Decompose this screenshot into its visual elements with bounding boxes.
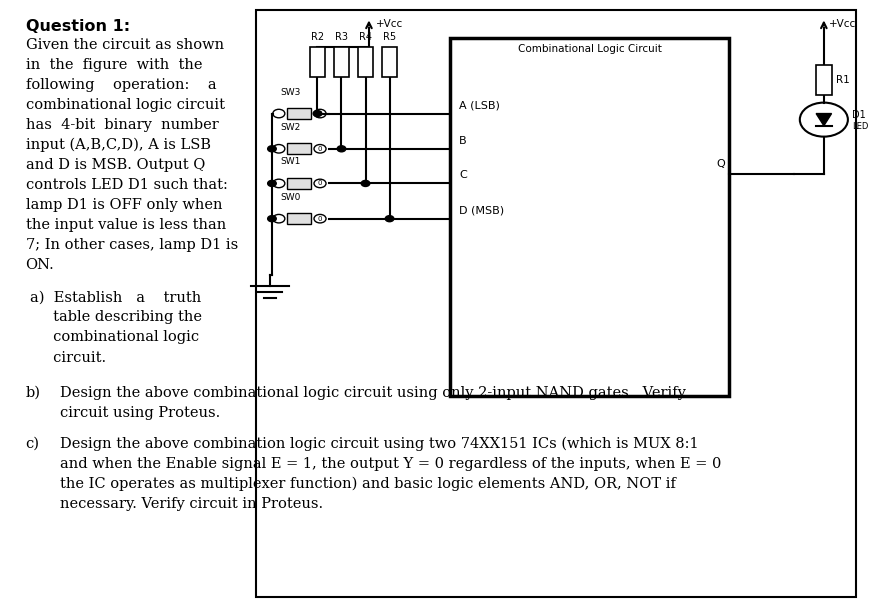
Text: Design the above combinational logic circuit using only 2-input NAND gates.  Ver: Design the above combinational logic cir…: [60, 386, 686, 400]
Text: necessary. Verify circuit in Proteus.: necessary. Verify circuit in Proteus.: [60, 497, 323, 511]
Text: c): c): [26, 437, 40, 451]
Text: combinational logic: combinational logic: [30, 330, 199, 344]
Text: R3: R3: [335, 32, 348, 42]
Text: a)  Establish   a    truth: a) Establish a truth: [30, 290, 201, 304]
Text: SW0: SW0: [281, 193, 301, 201]
Text: the input value is less than: the input value is less than: [26, 218, 226, 232]
Text: D1: D1: [852, 110, 866, 120]
Text: circuit using Proteus.: circuit using Proteus.: [60, 406, 221, 420]
Text: and D is MSB. Output Q: and D is MSB. Output Q: [26, 158, 205, 172]
Text: input (A,B,C,D), A is LSB: input (A,B,C,D), A is LSB: [26, 138, 211, 152]
Text: +Vcc: +Vcc: [829, 18, 856, 29]
Bar: [334, 47, 349, 77]
Text: 0: 0: [318, 216, 323, 222]
Text: combinational logic circuit: combinational logic circuit: [26, 98, 225, 111]
Text: 0: 0: [318, 146, 323, 152]
Bar: [310, 47, 325, 77]
Text: LED: LED: [852, 123, 868, 131]
Bar: [450, 38, 729, 396]
Text: C: C: [459, 171, 467, 180]
Text: ON.: ON.: [26, 258, 54, 272]
Text: b): b): [26, 386, 41, 400]
Text: SW1: SW1: [281, 158, 301, 166]
Circle shape: [268, 180, 276, 187]
Text: controls LED D1 such that:: controls LED D1 such that:: [26, 178, 228, 192]
Bar: [816, 65, 832, 95]
Text: Question 1:: Question 1:: [26, 19, 129, 34]
Circle shape: [338, 146, 346, 152]
Text: circuit.: circuit.: [30, 351, 106, 365]
Text: R1: R1: [835, 75, 850, 85]
Circle shape: [385, 216, 394, 222]
Text: SW3: SW3: [281, 87, 301, 97]
Text: in  the  figure  with  the: in the figure with the: [26, 58, 202, 71]
Text: 0: 0: [318, 110, 323, 116]
Text: Q: Q: [717, 160, 726, 169]
Text: R5: R5: [383, 32, 396, 42]
Text: has  4-bit  binary  number: has 4-bit binary number: [26, 118, 218, 132]
Text: R2: R2: [311, 32, 324, 42]
Text: R4: R4: [359, 32, 372, 42]
Bar: [256, 10, 857, 597]
Circle shape: [361, 180, 369, 187]
Text: 7; In other cases, lamp D1 is: 7; In other cases, lamp D1 is: [26, 238, 237, 252]
Text: A (LSB): A (LSB): [459, 100, 500, 110]
Bar: [287, 144, 312, 154]
Text: 0: 0: [318, 180, 323, 187]
Text: Design the above combination logic circuit using two 74XX151 ICs (which is MUX 8: Design the above combination logic circu…: [60, 437, 698, 451]
Bar: [358, 47, 373, 77]
Bar: [382, 47, 397, 77]
Text: Combinational Logic Circuit: Combinational Logic Circuit: [518, 44, 662, 54]
Text: table describing the: table describing the: [30, 310, 202, 325]
Circle shape: [268, 216, 276, 222]
Text: +Vcc: +Vcc: [376, 18, 403, 29]
Bar: [287, 213, 312, 224]
Circle shape: [268, 146, 276, 152]
Circle shape: [313, 110, 322, 116]
Text: SW2: SW2: [281, 123, 300, 132]
Bar: [287, 178, 312, 189]
Text: following    operation:    a: following operation: a: [26, 78, 216, 92]
Polygon shape: [816, 113, 832, 126]
Text: D (MSB): D (MSB): [459, 206, 504, 216]
Text: the IC operates as multiplexer function) and basic logic elements AND, OR, NOT i: the IC operates as multiplexer function)…: [60, 477, 676, 492]
Text: B: B: [459, 136, 467, 146]
Text: Given the circuit as shown: Given the circuit as shown: [26, 38, 224, 52]
Text: lamp D1 is OFF only when: lamp D1 is OFF only when: [26, 198, 222, 212]
Bar: [287, 108, 312, 119]
Text: and when the Enable signal E = 1, the output Y = 0 regardless of the inputs, whe: and when the Enable signal E = 1, the ou…: [60, 457, 721, 471]
